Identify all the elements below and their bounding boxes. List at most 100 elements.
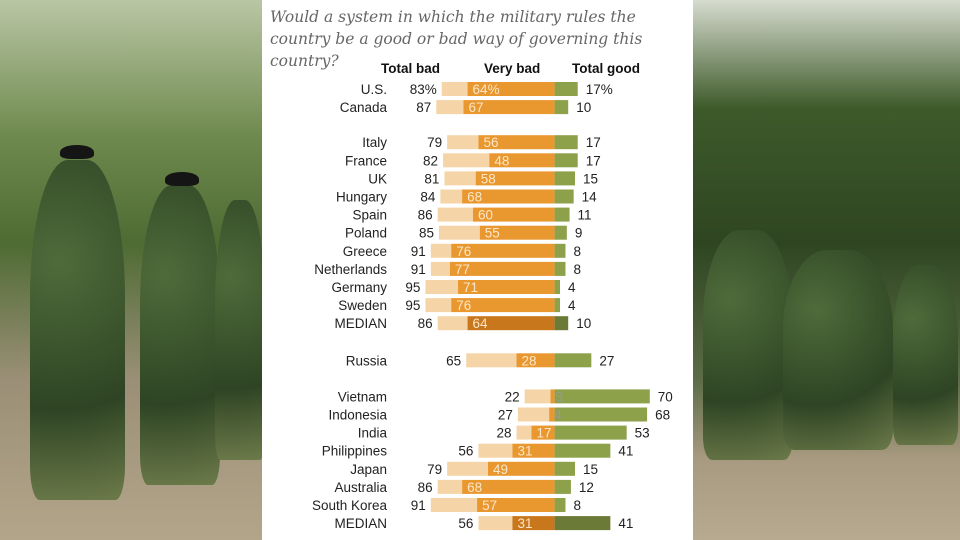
- bar-total-bad: [517, 407, 550, 422]
- country-label: South Korea: [312, 498, 388, 513]
- bar-total-good: [554, 389, 650, 404]
- chart-title: Would a system in which the military rul…: [270, 8, 643, 70]
- bar-total-good: [554, 461, 575, 476]
- label-total-bad: 85: [419, 226, 434, 241]
- label-total-bad: 27: [498, 408, 513, 423]
- bar-very-bad: [487, 461, 555, 476]
- bar-total-bad: [447, 135, 479, 150]
- bar-very-bad: [478, 135, 555, 150]
- bar-total-good: [554, 100, 569, 115]
- label-total-good: 17: [586, 135, 601, 150]
- bar-total-good: [554, 425, 627, 440]
- bar-very-bad: [458, 280, 555, 294]
- header-very-bad: Very bad: [484, 61, 541, 76]
- bar-total-bad: [437, 207, 473, 222]
- header-total-good: Total good: [572, 61, 640, 76]
- country-label: Japan: [350, 462, 387, 477]
- bar-total-good: [554, 243, 566, 258]
- label-total-bad: 87: [416, 100, 431, 115]
- bar-total-bad: [443, 153, 490, 168]
- bar-very-bad: [516, 353, 555, 368]
- bar-total-bad: [524, 389, 551, 404]
- bar-total-bad: [447, 461, 488, 476]
- country-label: Russia: [346, 353, 388, 368]
- label-total-good: 11: [578, 208, 592, 223]
- label-total-bad: 22: [505, 389, 520, 404]
- label-total-bad: 95: [405, 280, 420, 295]
- label-total-bad: 91: [411, 262, 426, 277]
- bar-total-bad: [441, 82, 468, 96]
- bar-very-bad: [462, 189, 555, 204]
- label-total-good: 15: [583, 171, 598, 186]
- label-total-bad: 86: [418, 480, 433, 495]
- bar-total-good: [554, 498, 566, 512]
- country-label: Italy: [362, 135, 387, 150]
- label-very-bad: 48: [494, 153, 509, 168]
- bar-very-bad: [449, 261, 555, 276]
- bar-total-bad: [425, 280, 459, 294]
- label-total-good: 14: [582, 190, 598, 205]
- label-very-bad: 58: [481, 171, 496, 186]
- label-very-bad: 28: [522, 353, 537, 368]
- country-label: Germany: [331, 280, 387, 295]
- country-label: Poland: [345, 226, 387, 241]
- bar-total-bad: [439, 225, 480, 240]
- label-very-bad: 55: [485, 226, 500, 241]
- bar-total-bad: [478, 516, 513, 531]
- country-label: India: [358, 426, 388, 441]
- label-very-bad: 31: [517, 516, 532, 531]
- country-label: France: [345, 153, 387, 168]
- label-total-bad: 65: [446, 353, 461, 368]
- bar-total-bad: [516, 425, 532, 440]
- label-total-good: 12: [579, 480, 594, 495]
- bar-very-bad: [463, 100, 555, 115]
- bar-total-good: [554, 443, 611, 458]
- bar-total-good: [554, 207, 570, 222]
- bar-very-bad: [462, 479, 555, 494]
- bar-very-bad: [479, 225, 555, 240]
- photo-soldiers-left: [0, 0, 262, 540]
- bar-total-bad: [478, 443, 513, 458]
- bar-very-bad: [451, 298, 555, 313]
- bar-total-good: [554, 135, 578, 150]
- bar-very-bad: [467, 82, 555, 96]
- country-label: Philippines: [322, 444, 388, 459]
- label-total-bad: 56: [458, 444, 473, 459]
- label-total-bad: 91: [411, 498, 426, 513]
- bar-very-bad: [531, 425, 555, 440]
- label-very-bad: 76: [456, 298, 471, 313]
- label-total-bad: 91: [411, 244, 426, 259]
- label-total-bad: 86: [418, 316, 433, 331]
- label-total-good: 10: [576, 316, 591, 331]
- bar-total-bad: [440, 189, 463, 204]
- country-label: Sweden: [338, 298, 387, 313]
- photo-soldiers-right: [693, 0, 960, 540]
- label-total-good: 41: [618, 444, 633, 459]
- country-label: MEDIAN: [334, 316, 387, 331]
- bar-very-bad: [512, 516, 555, 531]
- bar-total-good: [554, 153, 578, 168]
- bar-total-good: [554, 316, 569, 331]
- label-very-bad: 4: [554, 408, 562, 423]
- bar-total-good: [554, 82, 578, 96]
- label-total-good: 41: [618, 516, 633, 531]
- country-label: Spain: [352, 208, 387, 223]
- label-total-bad: 95: [405, 298, 420, 313]
- label-very-bad: 31: [517, 444, 532, 459]
- bar-very-bad: [451, 243, 555, 258]
- label-very-bad: 68: [467, 190, 482, 205]
- label-total-good: 53: [635, 426, 650, 441]
- label-total-bad: 79: [427, 135, 442, 150]
- label-very-bad: 17: [536, 426, 551, 441]
- label-total-bad: 79: [427, 462, 442, 477]
- label-very-bad: 71: [463, 280, 478, 295]
- label-total-good: 15: [583, 462, 598, 477]
- label-very-bad: 64%: [473, 82, 500, 97]
- label-very-bad: 57: [482, 498, 497, 513]
- bar-total-good: [554, 171, 575, 186]
- bar-very-bad: [512, 443, 555, 458]
- label-very-bad: 56: [483, 135, 498, 150]
- label-total-bad: 86: [418, 208, 433, 223]
- country-label: Hungary: [336, 190, 387, 205]
- bar-total-good: [554, 225, 567, 240]
